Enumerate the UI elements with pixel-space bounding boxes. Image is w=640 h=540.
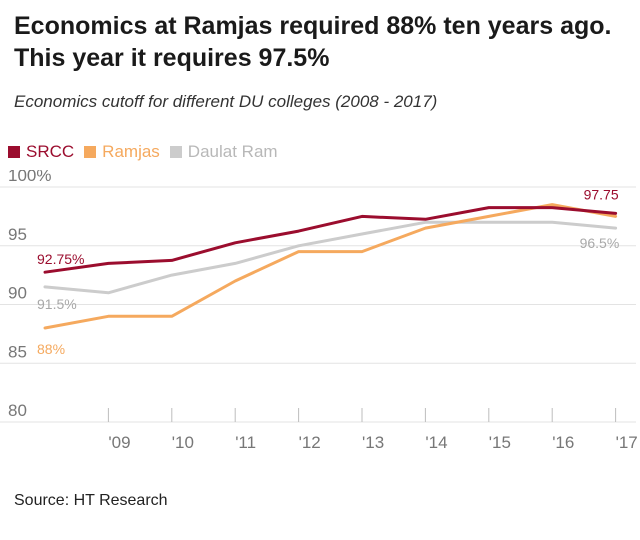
y-tick-label: 90 <box>8 284 27 303</box>
line-chart: 100% 95 90 85 80 '09 '10 '11 '12 '13 '14 '15 '16 '17 9… <box>0 170 638 452</box>
series-line-daulat-ram <box>43 220 618 295</box>
title-line-2: This year it requires 97.5% <box>14 44 330 72</box>
chart-title: Economics at Ramjas required 88% ten yea… <box>14 10 626 74</box>
y-tick-label: 80 <box>8 401 27 420</box>
x-tick-label: '09 <box>108 433 130 452</box>
end-label-srcc: 97.75 <box>584 186 619 202</box>
legend-swatch-srcc <box>8 146 20 158</box>
end-label-daulat-ram: 96.5% <box>580 235 620 251</box>
x-tick-label: '12 <box>299 433 321 452</box>
start-label-daulat-ram: 91.5% <box>37 296 77 312</box>
chart-subtitle: Economics cutoff for different DU colleg… <box>14 92 438 111</box>
series-line-ramjas <box>43 203 618 330</box>
x-tick-label: '10 <box>172 433 194 452</box>
legend-label-ramjas: Ramjas <box>102 142 160 161</box>
x-tick-label: '16 <box>552 433 574 452</box>
x-tick-label: '15 <box>489 433 511 452</box>
series-line-srcc <box>43 206 618 274</box>
x-tick-label: '17 <box>616 433 638 452</box>
y-tick-label: 85 <box>8 342 27 361</box>
source-note: Source: HT Research <box>14 492 168 509</box>
title-line-1: Economics at Ramjas required 88% ten yea… <box>14 12 612 40</box>
x-tick-label: '14 <box>425 433 447 452</box>
legend: SRCC Ramjas Daulat Ram <box>8 142 278 162</box>
start-label-ramjas: 88% <box>37 341 65 357</box>
start-label-srcc: 92.75% <box>37 251 84 267</box>
y-tick-label: 100% <box>8 170 51 185</box>
legend-label-srcc: SRCC <box>26 142 75 161</box>
legend-item-ramjas: Ramjas <box>84 142 160 162</box>
y-tick-label: 95 <box>8 225 27 244</box>
legend-swatch-ramjas <box>84 146 97 158</box>
legend-label-daulat-ram: Daulat Ram <box>187 142 278 161</box>
legend-swatch-daulat-ram <box>169 146 182 158</box>
legend-item-srcc: SRCC <box>8 142 74 162</box>
x-tick-label: '11 <box>235 433 256 452</box>
legend-item-daulat-ram: Daulat Ram <box>169 142 278 162</box>
x-tick-label: '13 <box>362 433 384 452</box>
